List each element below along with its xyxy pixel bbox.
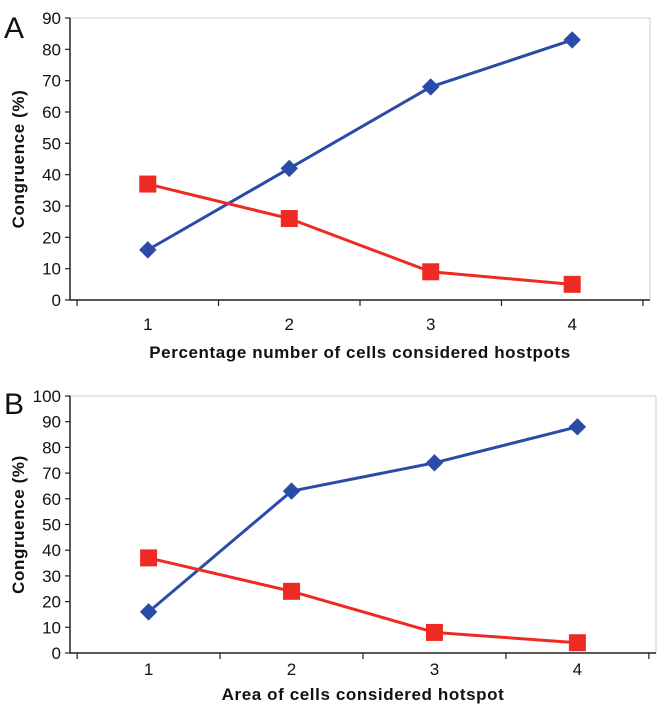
y-tick-label: 60 [42,103,61,122]
x-tick-label: 1 [143,315,152,334]
data-point-square [283,582,301,600]
x-tick-label: 3 [430,660,439,679]
y-tick-label: 40 [42,166,61,185]
y-tick-label: 40 [42,541,61,560]
panel-letter: B [4,388,24,421]
data-point-square [568,634,586,652]
series-blue-diamond [139,418,587,621]
y-tick-label: 20 [42,228,61,247]
series-line [147,425,578,614]
series-red-square [139,175,581,293]
x-tick-label: 2 [287,660,296,679]
x-axis-label: Percentage number of cells considered ho… [149,343,571,362]
chart-panel-b: B 0 10 20 30 40 50 60 70 80 90 100 1 2 3 4 Area of cells… [4,387,657,704]
data-point-diamond [139,603,158,621]
y-tick-label: 100 [33,387,61,406]
y-tick-label: 70 [42,72,61,91]
data-point-square [139,175,157,193]
data-point-square [280,210,298,228]
x-tick-label: 4 [567,315,576,334]
y-tick-label: 90 [42,413,61,432]
data-point-diamond [422,78,440,96]
data-point-diamond [425,454,444,472]
y-tick-label: 70 [42,464,61,483]
y-tick-label: 10 [42,618,61,637]
x-axis-label: Area of cells considered hotspot [222,685,505,704]
panel-letter: A [4,12,24,45]
y-tick-label: 90 [42,9,61,28]
y-tick-label: 10 [42,260,61,279]
series-blue-diamond [139,31,581,259]
data-point-square [425,623,443,641]
data-point-diamond [568,418,587,436]
data-point-square [563,275,581,293]
y-tick-label: 0 [52,644,61,663]
x-tick-label: 1 [144,660,153,679]
y-tick-label: 20 [42,593,61,612]
y-tick-label: 30 [42,197,61,216]
data-point-diamond [563,31,581,49]
series-line [147,38,573,252]
y-tick-label: 30 [42,567,61,586]
y-axis-label: Congruence (%) [9,90,28,229]
y-tick-label: 80 [42,40,61,59]
y-tick-label: 50 [42,134,61,153]
data-point-square [140,549,158,567]
y-tick-label: 50 [42,516,61,535]
y-tick-label: 60 [42,490,61,509]
data-point-square [422,263,440,281]
plot-frame [69,395,657,654]
plot-frame [69,17,651,301]
x-tick-label: 3 [426,315,435,334]
data-point-diamond [139,241,157,259]
series-line [148,556,578,645]
y-axis-label: Congruence (%) [9,455,28,594]
x-tick-label: 4 [573,660,582,679]
y-tick-label: 80 [42,438,61,457]
chart-panel-a: A 0 10 20 30 40 50 60 70 80 90 1 2 3 4 Percentage numbe… [4,9,651,362]
data-point-diamond [282,482,301,500]
series-red-square [140,549,586,652]
x-tick-label: 2 [285,315,294,334]
y-tick-label: 0 [52,291,61,310]
data-point-diamond [280,159,298,178]
series-line [147,182,573,286]
